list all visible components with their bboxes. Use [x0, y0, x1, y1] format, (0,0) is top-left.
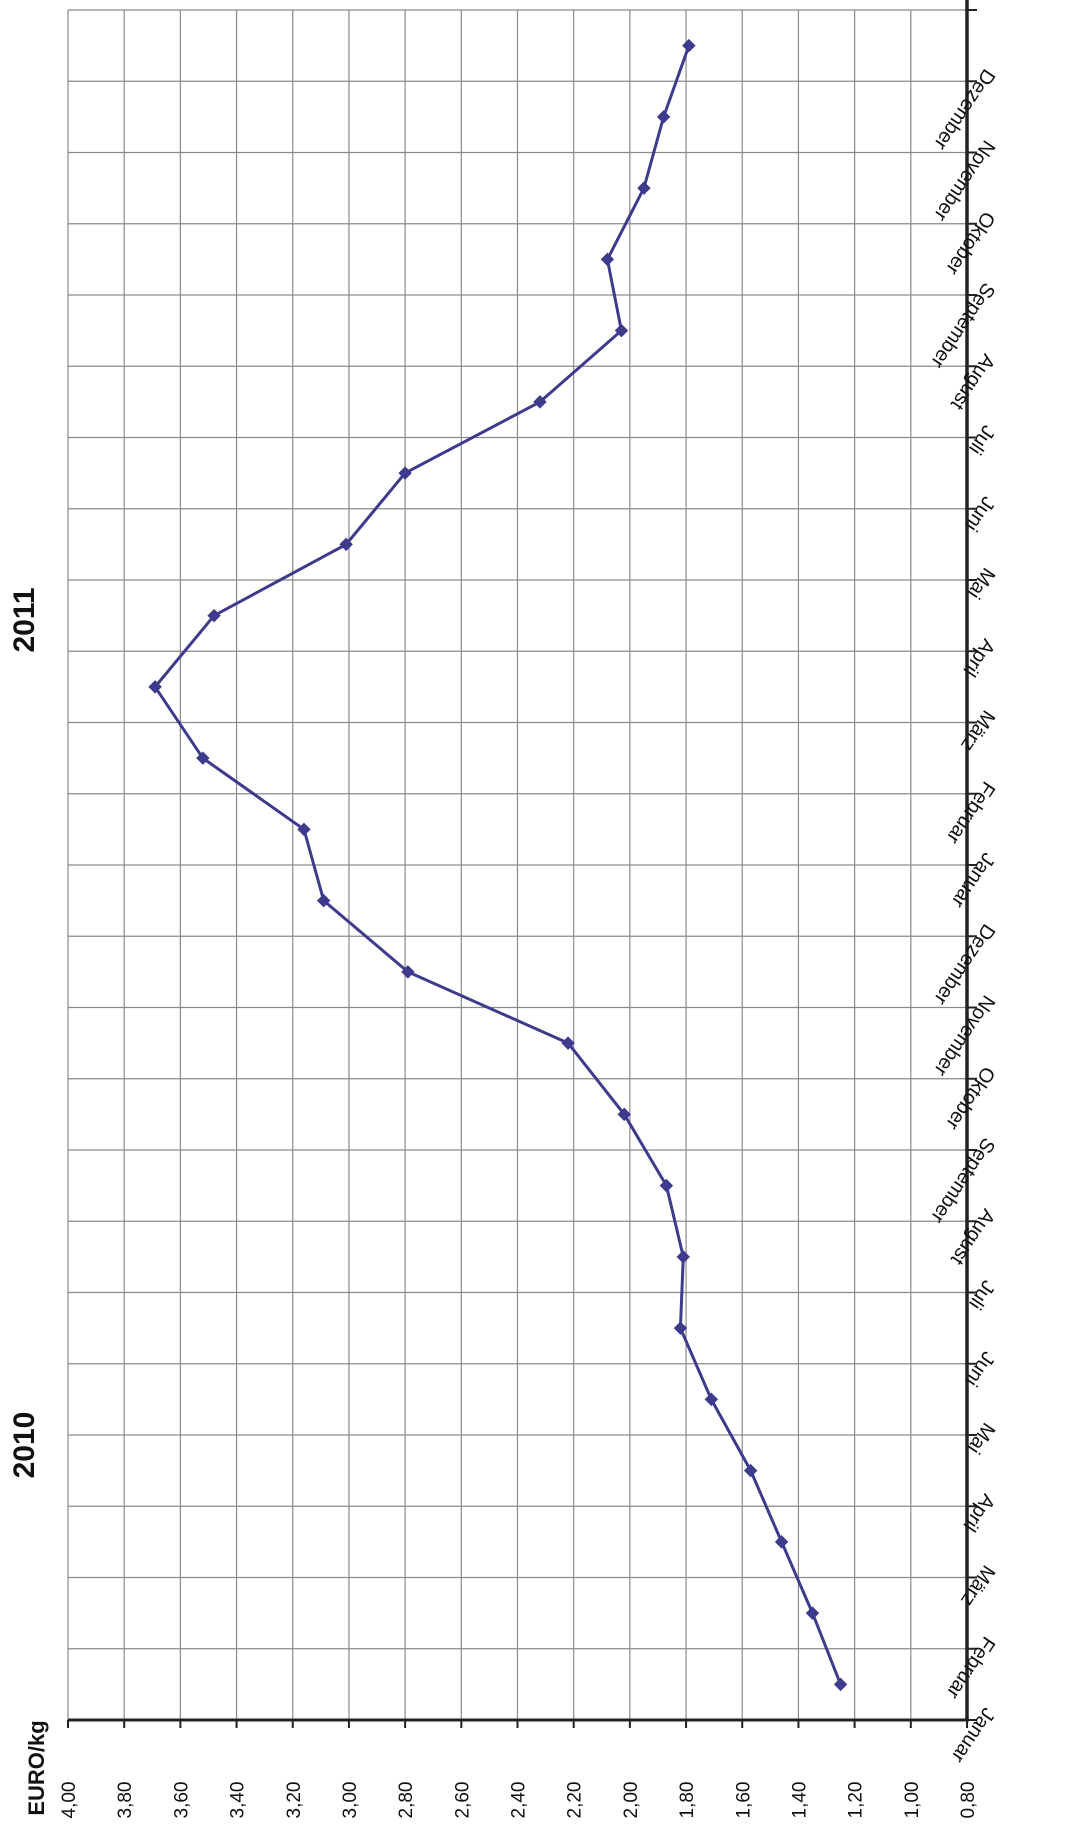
data-point	[656, 110, 671, 124]
year-label: 2010	[8, 1412, 41, 1479]
data-point	[339, 537, 353, 552]
y-tick-label: 2,80	[396, 1782, 417, 1819]
y-tick-label: 2,20	[565, 1782, 586, 1819]
unit-label: EURO/kg	[24, 1720, 49, 1815]
y-tick-label: 3,00	[340, 1782, 361, 1819]
data-point	[659, 1178, 674, 1193]
y-tick-label: 2,00	[621, 1782, 642, 1819]
y-tick-label: 3,40	[228, 1782, 249, 1819]
data-point	[637, 181, 651, 195]
year-label: 2011	[8, 587, 41, 652]
data-point	[673, 1321, 688, 1335]
y-tick-label: 1,40	[789, 1782, 810, 1819]
y-tick-label: 0,80	[958, 1782, 979, 1819]
data-point	[297, 822, 311, 837]
data-point	[617, 1107, 631, 1122]
grid	[67, 9, 968, 1721]
y-tick-label: 2,60	[452, 1782, 473, 1819]
data-point	[614, 323, 629, 338]
data-point	[833, 1677, 848, 1692]
data-point	[561, 1036, 575, 1050]
y-tick-label: 4,00	[59, 1782, 80, 1819]
data-point	[743, 1463, 758, 1478]
series-line	[153, 45, 842, 1685]
data-point	[676, 1250, 690, 1264]
data-point	[207, 608, 221, 623]
axes	[67, 0, 977, 1728]
y-tick-label: 3,60	[171, 1782, 192, 1819]
y-tick-label: 3,80	[115, 1782, 136, 1819]
data-point	[704, 1392, 719, 1407]
y-tick-label: 1,20	[846, 1782, 867, 1819]
y-tick-label: 3,20	[284, 1782, 305, 1819]
data-point	[533, 395, 547, 409]
y-tick-label: 1,00	[902, 1782, 923, 1819]
data-point	[805, 1606, 820, 1620]
y-tick-label: 1,60	[733, 1782, 754, 1819]
data-point	[148, 680, 162, 694]
data-point	[316, 893, 331, 908]
data-point	[774, 1535, 789, 1549]
data-point	[682, 38, 696, 53]
y-tick-label: 2,40	[509, 1782, 530, 1819]
data-point	[196, 751, 210, 765]
data-point	[398, 466, 412, 480]
y-tick-label: 1,80	[677, 1782, 698, 1819]
data-point	[401, 965, 415, 979]
price-series	[148, 38, 848, 1692]
data-point	[600, 252, 615, 267]
